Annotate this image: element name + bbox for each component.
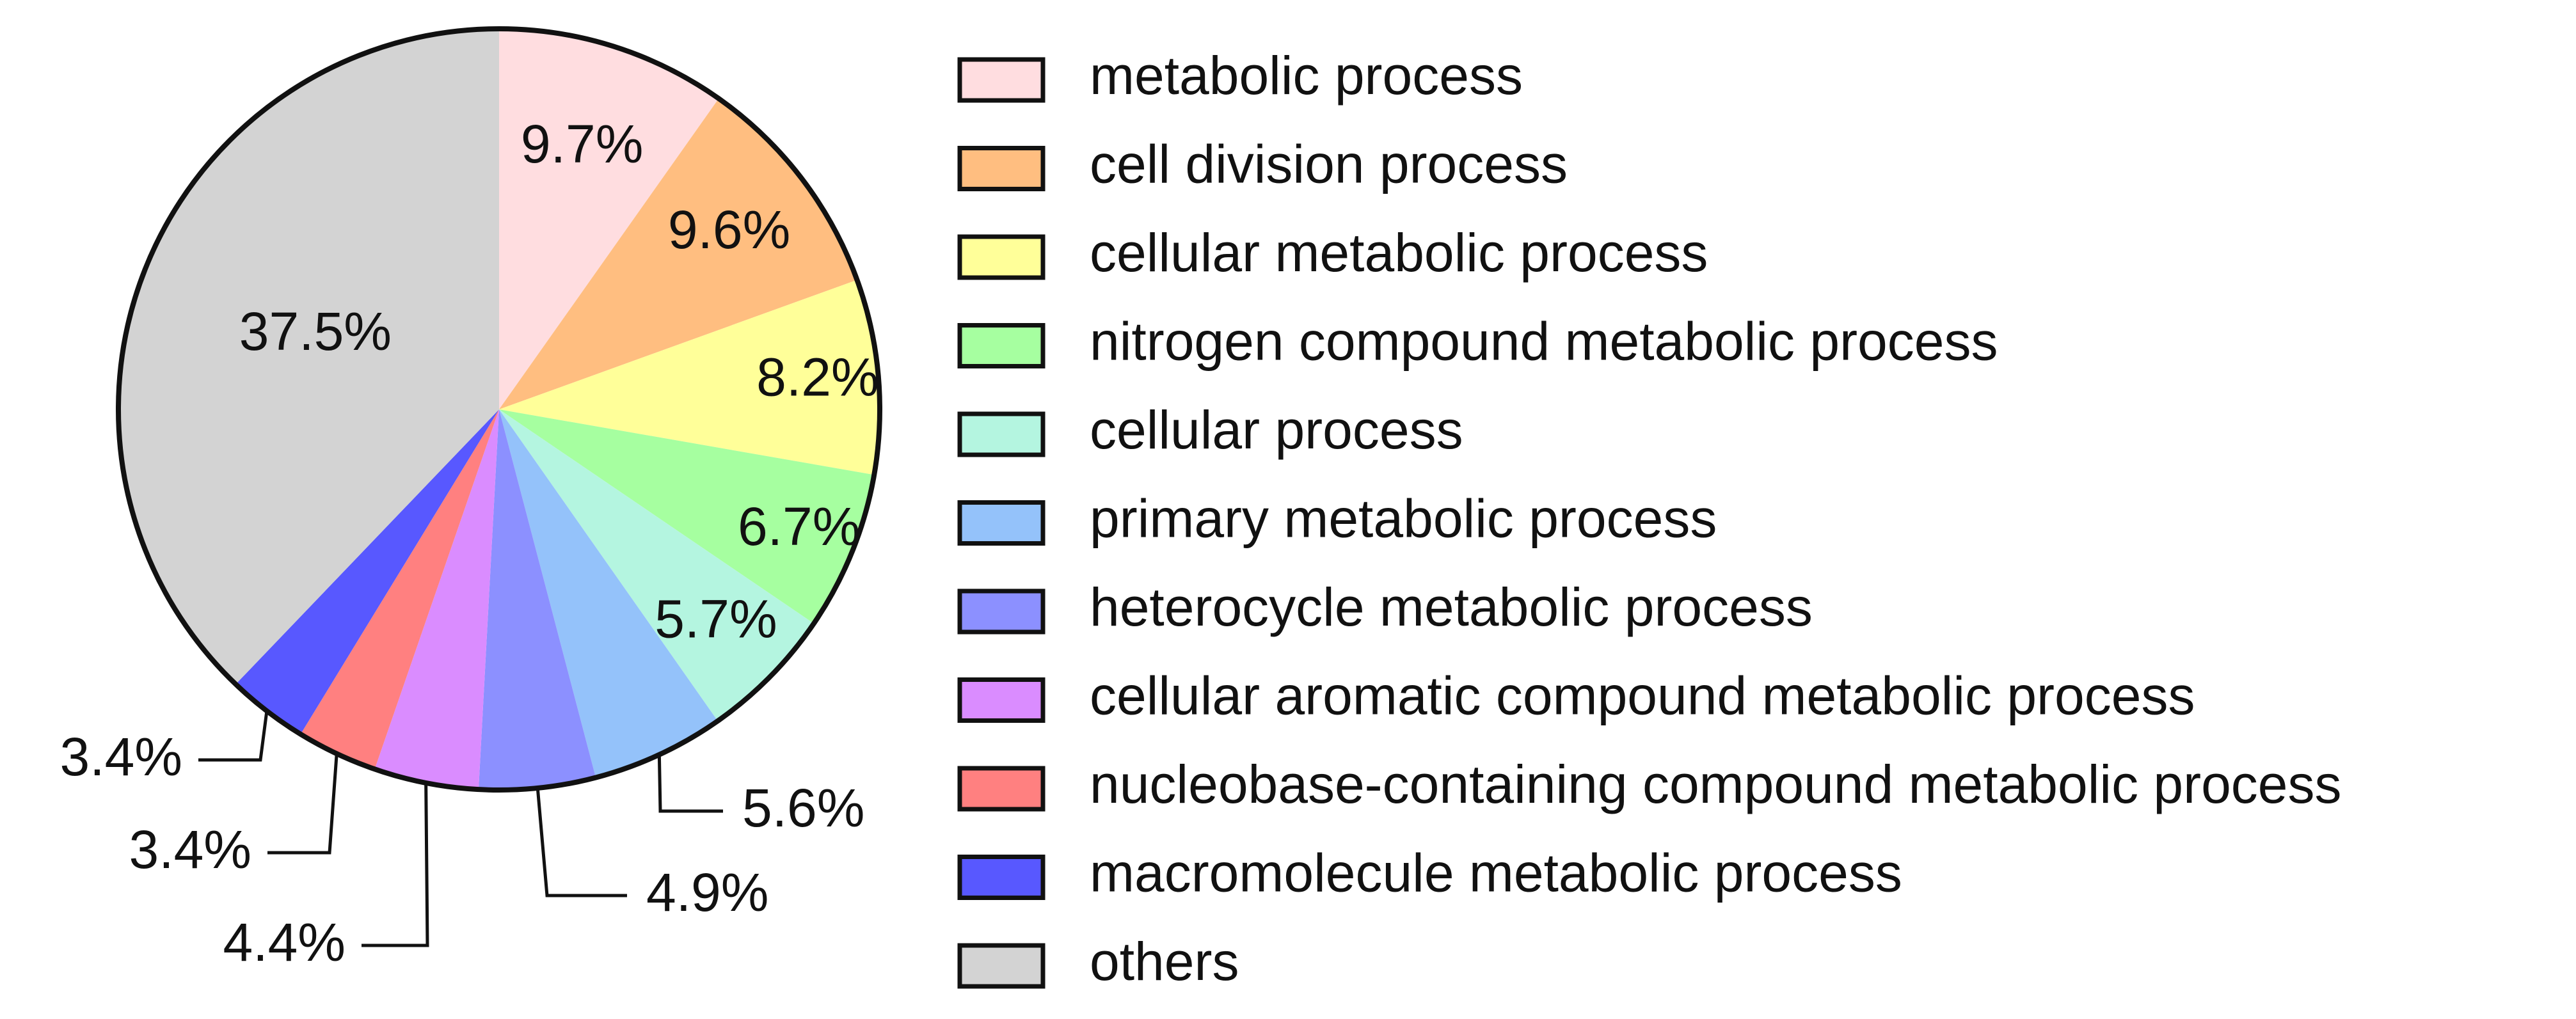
- legend-label: cellular process: [1090, 400, 1463, 460]
- legend-label: macromolecule metabolic process: [1090, 843, 1902, 903]
- legend-swatch: [957, 943, 1046, 989]
- leader-lines: [198, 711, 723, 947]
- pie-slice-3: [499, 409, 875, 624]
- slice-percent-label: 3.4%: [60, 727, 182, 787]
- legend-swatch: [957, 766, 1046, 812]
- pie-slice-10: [118, 29, 500, 684]
- pie-slice-7: [374, 409, 499, 790]
- legend-swatch: [957, 855, 1046, 900]
- slice-percent-label: 4.4%: [223, 912, 346, 972]
- legend-swatch: [957, 146, 1046, 191]
- pie-slice-6: [478, 409, 596, 790]
- legend-label: primary metabolic process: [1090, 489, 1717, 549]
- legend-label: nitrogen compound metabolic process: [1090, 312, 1998, 372]
- legend-swatch: [957, 677, 1046, 723]
- pie-slice-8: [300, 409, 499, 770]
- legend-label: heterocycle metabolic process: [1090, 577, 1813, 637]
- legend-swatch: [957, 234, 1046, 280]
- legend-label: cell division process: [1090, 134, 1568, 194]
- legend-swatch: [957, 500, 1046, 546]
- legend-swatch: [957, 57, 1046, 103]
- legend-swatch: [957, 588, 1046, 635]
- slice-percent-label: 9.7%: [521, 114, 643, 174]
- pie-outline: [116, 26, 882, 793]
- legend-swatch: [957, 323, 1046, 368]
- legend-label: cellular aromatic compound metabolic pro…: [1090, 666, 2195, 726]
- slice-percent-label: 9.6%: [668, 200, 790, 260]
- legend-label: others: [1090, 931, 1239, 991]
- leader-line: [198, 711, 269, 762]
- pie-slice-9: [235, 409, 499, 734]
- percent-labels: 9.7% 9.6% 8.2% 6.7% 5.7% 5.6% 4.9% 4.4% 3.4% 3.4%…: [60, 114, 879, 972]
- slice-percent-label: 5.6%: [742, 778, 864, 838]
- leader-line: [536, 787, 627, 897]
- slice-percent-label: 8.2%: [756, 347, 879, 407]
- legend-swatch: [957, 411, 1046, 457]
- leader-line: [362, 782, 429, 947]
- leader-line: [267, 753, 338, 855]
- pie-slices: [116, 26, 882, 793]
- pie-slice-2: [499, 280, 880, 475]
- legend-label: cellular metabolic process: [1090, 223, 1708, 283]
- slice-percent-label: 6.7%: [738, 496, 860, 557]
- slice-percent-label: 4.9%: [646, 862, 768, 922]
- legend-label: nucleobase-containing compound metabolic…: [1090, 754, 2342, 814]
- slice-percent-label: 37.5%: [239, 301, 392, 361]
- slice-percent-label: 5.7%: [655, 588, 777, 649]
- pie-slice-1: [499, 99, 857, 409]
- slice-percent-label: 3.4%: [129, 819, 251, 880]
- leader-line: [657, 754, 723, 813]
- legend: metabolic process cell division process ce…: [957, 45, 2342, 991]
- pie-slice-0: [499, 29, 719, 409]
- pie-slice-4: [499, 409, 814, 722]
- pie-slice-5: [499, 409, 718, 778]
- legend-label: metabolic process: [1090, 45, 1523, 106]
